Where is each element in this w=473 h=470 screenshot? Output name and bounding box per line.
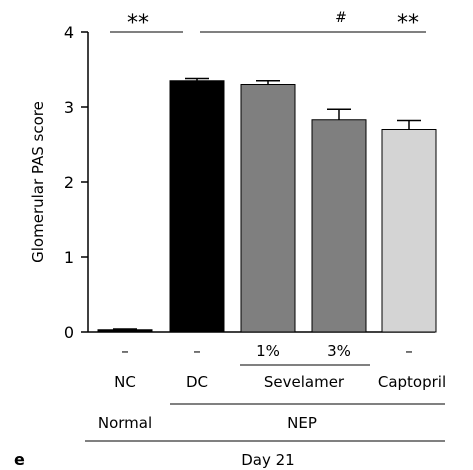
- dose-label-nc: –: [121, 342, 129, 360]
- state-label-nep: NEP: [287, 414, 317, 432]
- group-label-sevelamer: Sevelamer: [264, 373, 345, 391]
- bars: [97, 77, 437, 333]
- state-label-normal: Normal: [98, 414, 152, 432]
- y-ticks: 0 1 2 3 4: [64, 23, 88, 342]
- group-label-captopril: Captopril: [378, 373, 446, 391]
- y-tick-label-2: 2: [64, 173, 74, 192]
- group-label-dc: DC: [186, 373, 208, 391]
- bar-3: [311, 119, 367, 333]
- group-label-nc: NC: [114, 373, 136, 391]
- bar-1: [169, 80, 225, 333]
- panel-label: e: [14, 450, 25, 469]
- dose-label-sev3: 3%: [327, 342, 351, 360]
- dose-label-captopril: –: [405, 342, 413, 360]
- bar-4: [381, 129, 437, 333]
- dose-label-dc: –: [193, 342, 201, 360]
- sig-hash: #: [335, 10, 347, 26]
- bar-0: [97, 329, 153, 333]
- bar-2: [240, 84, 296, 333]
- y-tick-label-4: 4: [64, 23, 74, 42]
- y-tick-label-1: 1: [64, 248, 74, 267]
- sig-stars-captopril: **: [397, 11, 419, 36]
- sig-stars-nc-dc: **: [127, 11, 149, 36]
- dose-label-sev1: 1%: [256, 342, 280, 360]
- day-label: Day 21: [241, 451, 294, 469]
- y-axis-label: Glomerular PAS score: [29, 101, 47, 263]
- y-tick-label-0: 0: [64, 323, 74, 342]
- y-tick-label-3: 3: [64, 98, 74, 117]
